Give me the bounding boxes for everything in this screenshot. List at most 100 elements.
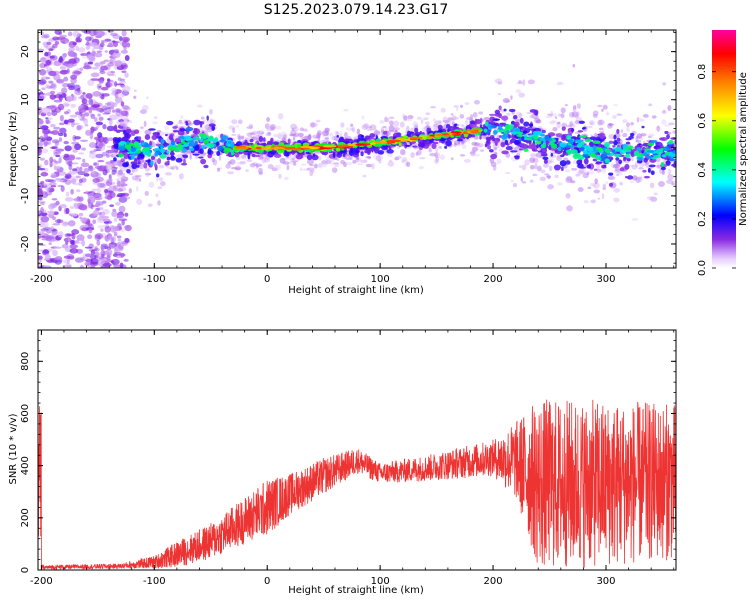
spectrogram-cell bbox=[521, 164, 527, 171]
spectrogram-cell bbox=[333, 162, 339, 165]
spectrogram-cell bbox=[40, 56, 46, 62]
spectrogram-cell bbox=[293, 132, 299, 138]
spectrogram-cell bbox=[122, 105, 130, 110]
spectrogram-cell bbox=[55, 106, 62, 113]
spectrogram-cell bbox=[497, 81, 503, 85]
spectrogram-cell bbox=[73, 197, 83, 202]
spectrogram-cell bbox=[53, 144, 59, 149]
spectrogram-cell bbox=[367, 156, 372, 160]
spectrogram-cell bbox=[263, 158, 271, 163]
spectrogram-cell bbox=[332, 151, 336, 159]
spectrogram-cell bbox=[480, 136, 487, 140]
spectrogram-cell bbox=[174, 137, 182, 144]
spectrogram-cell bbox=[51, 45, 55, 51]
spectrogram-cell bbox=[117, 188, 124, 192]
spectrogram-cell bbox=[356, 128, 361, 135]
spectrogram-cell bbox=[208, 123, 216, 127]
spectrogram-cell bbox=[229, 142, 235, 148]
spectrogram-cell bbox=[586, 125, 593, 129]
bottom-y-ticks: 0 200 400 600 800 bbox=[20, 329, 676, 573]
spectrogram-cell bbox=[120, 101, 125, 107]
spectrogram-cell bbox=[271, 146, 285, 150]
spectrogram-cell bbox=[647, 168, 651, 173]
spectrogram-cell bbox=[273, 153, 282, 158]
spectrogram-cell bbox=[641, 125, 645, 129]
spectrogram-cell bbox=[637, 152, 644, 158]
spectrogram-cell bbox=[470, 123, 477, 129]
spectrogram-cell bbox=[96, 50, 103, 53]
spectrogram-cell bbox=[234, 125, 240, 128]
spectrogram-cell bbox=[206, 142, 215, 148]
spectrogram-cell bbox=[529, 157, 536, 163]
spectrogram-cell bbox=[111, 87, 118, 93]
spectrogram-cell bbox=[578, 168, 585, 175]
spectrogram-cell bbox=[121, 124, 128, 128]
spectrogram-cell bbox=[120, 176, 129, 182]
spectrogram-cell bbox=[64, 179, 72, 185]
spectrogram-cell bbox=[48, 210, 55, 215]
spectrogram-cell bbox=[39, 135, 44, 143]
spectrogram-cell bbox=[82, 92, 86, 95]
spectrogram-cell bbox=[124, 72, 129, 78]
spectrogram-cell bbox=[84, 261, 90, 267]
spectrogram-cell bbox=[454, 123, 458, 127]
spectrogram-cell bbox=[646, 196, 654, 200]
spectrogram-cell bbox=[78, 204, 88, 211]
spectrogram-cell bbox=[515, 111, 522, 116]
spectrogram-cell bbox=[373, 154, 381, 161]
spectrogram-cell bbox=[89, 152, 98, 159]
spectrogram-cell bbox=[38, 215, 43, 218]
spectrogram-cell bbox=[97, 160, 105, 163]
spectrogram-cell bbox=[429, 152, 437, 157]
spectrogram-cell bbox=[227, 171, 235, 175]
spectrogram-cell bbox=[279, 157, 286, 164]
spectrogram-cell bbox=[506, 112, 511, 116]
spectrogram-cell bbox=[40, 228, 49, 232]
spectrogram-cell bbox=[117, 169, 124, 176]
spectrogram-cell bbox=[471, 146, 479, 152]
spectrogram-cell bbox=[73, 70, 83, 75]
spectrogram-cell bbox=[67, 160, 73, 167]
spectrogram-cell bbox=[175, 157, 183, 163]
spectrogram-cell bbox=[424, 121, 430, 126]
spectrogram-cell bbox=[599, 156, 606, 162]
spectrogram-cell bbox=[120, 193, 129, 197]
spectrogram-cell bbox=[193, 128, 201, 135]
spectrogram-cell bbox=[105, 102, 112, 106]
spectrogram-cell bbox=[90, 113, 96, 119]
spectrogram-cell bbox=[362, 174, 367, 178]
spectrogram-cell bbox=[93, 148, 97, 153]
spectrogram-cell bbox=[43, 141, 49, 147]
spectrogram-cell bbox=[324, 137, 330, 140]
spectrogram-cell bbox=[94, 202, 101, 208]
spectrogram-cell bbox=[360, 159, 367, 164]
spectrogram-cell bbox=[529, 179, 534, 183]
spectrogram-cell bbox=[345, 138, 352, 141]
spectrogram-cell bbox=[610, 152, 614, 156]
spectrogram-cell bbox=[493, 147, 498, 151]
spectrogram-cell bbox=[107, 235, 115, 242]
spectrogram-cell bbox=[572, 63, 576, 68]
spectrogram-cell bbox=[464, 102, 470, 105]
spectrogram-cell bbox=[84, 246, 93, 249]
spectrogram-cell bbox=[106, 125, 115, 132]
spectrogram-cell bbox=[38, 168, 46, 171]
spectrogram-cell bbox=[260, 132, 265, 135]
spectrogram-cell bbox=[38, 210, 43, 216]
spectrogram-cell bbox=[428, 147, 432, 153]
spectrogram-cell bbox=[157, 158, 162, 165]
spectrogram-cell bbox=[363, 123, 370, 129]
spectrogram-cell bbox=[556, 121, 561, 125]
spectrogram-cell bbox=[619, 149, 626, 155]
spectrogram-cell bbox=[133, 95, 137, 100]
spectrogram-cell bbox=[595, 157, 602, 161]
spectrogram-cell bbox=[200, 116, 205, 120]
spectrogram-cell bbox=[81, 239, 85, 247]
spectrogram-cell bbox=[112, 208, 117, 212]
spectrogram-cell bbox=[112, 136, 118, 142]
spectrogram-cell bbox=[647, 135, 652, 139]
spectrogram-cell bbox=[660, 110, 667, 115]
spectrogram-cell bbox=[38, 141, 44, 148]
spectrogram-cell bbox=[100, 86, 109, 91]
spectrogram-cell bbox=[586, 164, 591, 169]
